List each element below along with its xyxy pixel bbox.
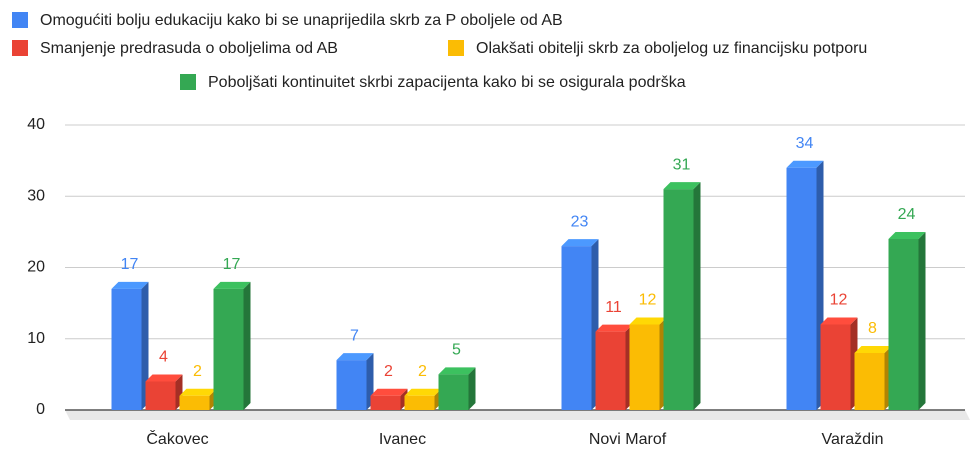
bar	[179, 388, 217, 410]
bar-front	[370, 395, 401, 410]
bar-top	[854, 346, 892, 353]
bar-front	[213, 288, 244, 410]
bar-front	[629, 324, 660, 410]
bar	[111, 281, 149, 410]
legend-swatch	[12, 12, 28, 28]
bar-front	[438, 374, 469, 410]
bar-top	[179, 388, 217, 396]
bar-top	[629, 317, 667, 325]
data-label: 2	[384, 363, 393, 380]
bar-front	[854, 353, 885, 410]
bar-side	[468, 367, 476, 410]
data-label: 12	[639, 292, 657, 309]
bar-top	[561, 239, 599, 247]
bar-top	[888, 232, 926, 239]
data-label: 8	[868, 320, 877, 337]
bar-front	[145, 381, 176, 410]
legend: Omogućiti bolju edukaciju kako bi se una…	[12, 12, 867, 91]
bar-front	[786, 167, 817, 410]
bar	[370, 388, 408, 410]
data-label: 2	[418, 363, 427, 380]
y-tick-label: 30	[27, 187, 45, 204]
bar-side	[141, 281, 149, 410]
data-label: 34	[796, 135, 814, 152]
data-label: 12	[830, 292, 848, 309]
bar	[595, 324, 633, 410]
bar-front	[111, 288, 142, 410]
data-label: 7	[350, 327, 359, 344]
bar-side	[693, 182, 701, 410]
bar-top	[663, 182, 701, 190]
data-label: 23	[571, 213, 589, 230]
bar-top	[820, 317, 858, 325]
bar	[854, 346, 892, 410]
legend-swatch	[448, 40, 464, 56]
legend-swatch	[180, 74, 196, 90]
bar-front	[561, 246, 592, 410]
data-label: 17	[223, 256, 241, 273]
bar-top	[213, 281, 251, 289]
x-tick-label: Varaždin	[822, 431, 884, 448]
bar	[629, 317, 667, 410]
x-tick-label: Ivanec	[379, 431, 426, 448]
bar-top	[595, 324, 633, 332]
legend-label: Omogućiti bolju edukaciju kako bi se una…	[40, 12, 563, 29]
bar	[213, 281, 251, 410]
bar	[888, 232, 926, 410]
bar-front	[663, 189, 694, 410]
legend-label: Poboljšati kontinuitet skrbi zapacijenta…	[208, 74, 686, 91]
bar-front	[404, 395, 435, 410]
legend-swatch	[12, 40, 28, 56]
legend-label: Olakšati obitelji skrb za oboljelog uz f…	[476, 40, 867, 57]
bar-top	[786, 160, 824, 168]
x-tick-label: Novi Marof	[589, 431, 667, 448]
bar-front	[595, 331, 626, 410]
floor	[65, 410, 970, 420]
bar	[336, 353, 374, 410]
data-label: 11	[605, 299, 622, 316]
y-tick-label: 40	[27, 116, 45, 133]
bar-front	[888, 239, 919, 410]
y-tick-label: 0	[36, 401, 45, 418]
bar	[663, 182, 701, 410]
bar	[561, 239, 599, 410]
bar	[404, 388, 442, 410]
y-tick-label: 10	[27, 330, 45, 347]
bar-top	[404, 388, 442, 396]
bar	[786, 160, 824, 410]
bar	[438, 367, 476, 410]
legend-label: Smanjenje predrasuda o oboljelima od AB	[40, 40, 338, 57]
bar-front	[179, 395, 210, 410]
bar-top	[336, 353, 374, 361]
x-tick-label: Čakovec	[146, 429, 208, 448]
bar-front	[820, 324, 851, 410]
data-label: 5	[452, 342, 461, 359]
bar-top	[438, 367, 476, 375]
bar-top	[145, 374, 183, 382]
data-label: 4	[159, 349, 168, 366]
bar-side	[918, 232, 926, 410]
bar	[820, 317, 858, 410]
bar-top	[111, 281, 149, 289]
bar-front	[336, 360, 367, 410]
data-label: 17	[121, 256, 139, 273]
data-label: 24	[898, 206, 916, 223]
bar	[145, 374, 183, 410]
bar-top	[370, 388, 408, 396]
data-label: 31	[673, 156, 691, 173]
bar-side	[243, 281, 251, 410]
y-tick-label: 20	[27, 259, 45, 276]
data-label: 2	[193, 363, 202, 380]
